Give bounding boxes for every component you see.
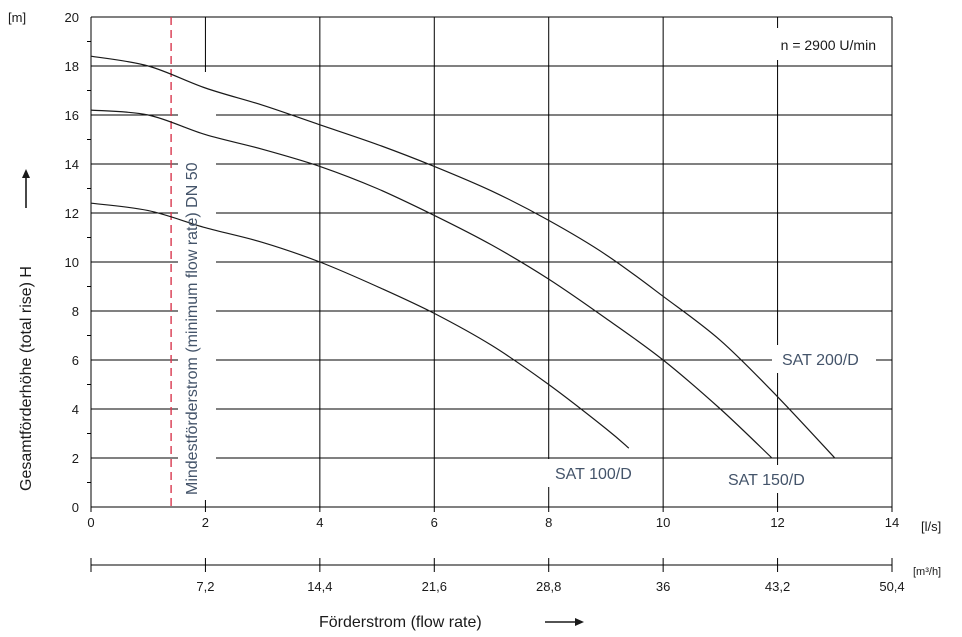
series-label-background [545, 459, 649, 487]
series-label-sat-200-d: SAT 200/D [782, 352, 859, 369]
x-axis-title: Förderstrom (flow rate) [319, 614, 482, 631]
secondary-x-tick-label: 7,2 [196, 579, 214, 594]
y-tick-label: 4 [72, 402, 79, 417]
y-tick-label: 14 [65, 157, 79, 172]
x-axis-arrow [545, 618, 584, 626]
y-axis-title: Gesamtförderhöhe (total rise) H [18, 266, 35, 491]
series-label-sat-150-d: SAT 150/D [728, 472, 805, 489]
x-tick-label: 14 [885, 515, 899, 530]
secondary-x-tick-label: 50,4 [879, 579, 904, 594]
y-tick-label: 16 [65, 108, 79, 123]
labels-group: n = 2900 U/min [m] [l/s] [m³/h] Förderst… [8, 10, 941, 631]
x-tick-label: 10 [656, 515, 670, 530]
min-flow-label: Mindestförderstrom (minimum flow rate) D… [184, 162, 201, 495]
series-line-sat-100-d [90, 202, 630, 449]
y-tick-label: 12 [65, 206, 79, 221]
y-axis-arrow [22, 169, 30, 208]
y-tick-label: 6 [72, 353, 79, 368]
series-label-background [718, 465, 822, 493]
axes-group: 0 2 4 6 8 10 12 14 16 18 20 0 2 4 6 8 10 12 14 7,2 14,4 21,6 2… [65, 10, 905, 594]
speed-note: n = 2900 U/min [781, 37, 876, 53]
secondary-x-tick-label: 43,2 [765, 579, 790, 594]
y-tick-label: 10 [65, 255, 79, 270]
secondary-x-tick-label: 36 [656, 579, 670, 594]
min-flow-label-background [178, 72, 216, 500]
x-tick-label: 12 [770, 515, 784, 530]
secondary-x-tick-label: 28,8 [536, 579, 561, 594]
series-line-sat-200-d [90, 55, 836, 459]
y-unit-label: [m] [8, 10, 26, 25]
series-label-background [772, 345, 876, 373]
y-tick-label: 0 [72, 500, 79, 515]
x-tick-label: 4 [316, 515, 323, 530]
y-tick-label: 8 [72, 304, 79, 319]
min-flow-group [170, 17, 216, 507]
y-tick-label: 20 [65, 10, 79, 25]
series-label-sat-100-d: SAT 100/D [555, 466, 632, 483]
y-tick-label: 18 [65, 59, 79, 74]
secondary-x-tick-label: 21,6 [422, 579, 447, 594]
x-tick-label: 8 [545, 515, 552, 530]
secondary-x-unit-label: [m³/h] [913, 566, 941, 578]
curves-group [90, 55, 836, 459]
x-tick-label: 6 [431, 515, 438, 530]
x-tick-label: 0 [87, 515, 94, 530]
series-line-sat-150-d [90, 109, 773, 459]
speed-note-background [725, 28, 885, 60]
secondary-x-tick-label: 14,4 [307, 579, 332, 594]
x-tick-label: 2 [202, 515, 209, 530]
y-tick-label: 2 [72, 451, 79, 466]
x-unit-label: [l/s] [921, 519, 941, 534]
